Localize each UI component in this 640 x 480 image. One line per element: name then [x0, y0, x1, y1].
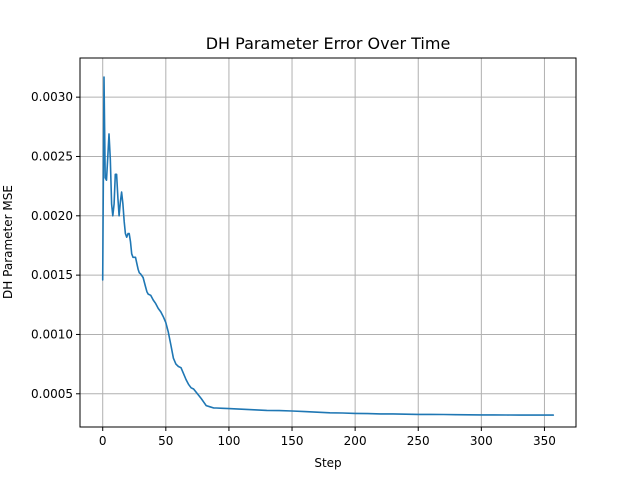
plot-frame: [79, 57, 577, 428]
y-tick-label: 0.0005: [31, 387, 73, 401]
y-axis-label: DH Parameter MSE: [1, 185, 15, 299]
x-tick-label: 250: [407, 434, 430, 448]
y-tick-label: 0.0025: [31, 149, 73, 163]
x-tick-label: 150: [281, 434, 304, 448]
x-tick-label: 100: [217, 434, 240, 448]
x-tick-label: 200: [344, 434, 367, 448]
axis-ticks: 0 50 100 150 200 250 300 350 0.0005 0.0010 0.0015 0…: [31, 90, 556, 448]
x-tick-label: 50: [158, 434, 173, 448]
y-tick-label: 0.0015: [31, 268, 73, 282]
x-tick-label: 0: [99, 434, 107, 448]
y-tick-label: 0.0020: [31, 209, 73, 223]
y-tick-label: 0.0030: [31, 90, 73, 104]
series-line: [101, 76, 555, 416]
y-tick-label: 0.0010: [31, 327, 73, 341]
gridlines: [80, 58, 576, 427]
chart-title: DH Parameter Error Over Time: [206, 34, 451, 53]
x-tick-label: 350: [533, 434, 556, 448]
x-tick-label: 300: [470, 434, 493, 448]
x-axis-label: Step: [314, 456, 341, 470]
data-series: [101, 76, 555, 416]
